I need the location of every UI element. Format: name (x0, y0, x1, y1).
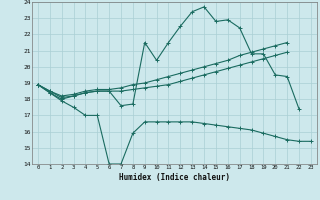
X-axis label: Humidex (Indice chaleur): Humidex (Indice chaleur) (119, 173, 230, 182)
